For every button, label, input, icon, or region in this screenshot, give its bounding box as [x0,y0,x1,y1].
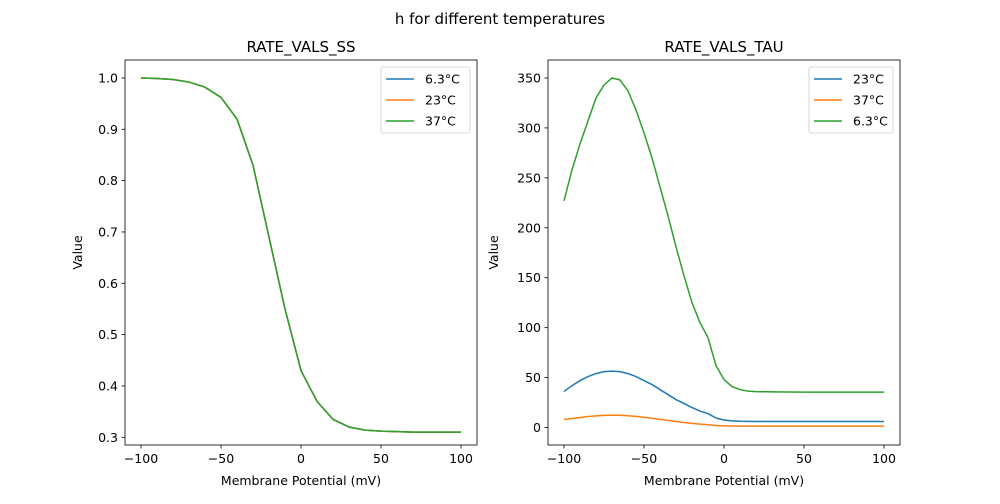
subplot-title: RATE_VALS_SS [246,38,355,57]
y-tick-label: 1.0 [98,70,118,85]
y-tick-label: 0.6 [98,276,118,291]
y-axis-label: Value [486,235,501,270]
y-tick-label: 150 [517,270,541,285]
y-tick-label: 200 [517,220,541,235]
legend-label: 23°C [853,72,884,87]
y-tick-label: 50 [525,370,541,385]
y-tick-label: 350 [517,70,541,85]
legend-label: 37°C [425,114,456,129]
y-tick-label: 0.7 [98,224,118,239]
y-tick-label: 100 [517,320,541,335]
subplot-title: RATE_VALS_TAU [664,38,783,57]
legend-box [380,66,471,134]
y-tick-label: 300 [517,120,541,135]
x-tick-label: −50 [208,451,234,466]
x-axis-label: Membrane Potential (mV) [221,473,381,488]
y-tick-label: 0.8 [98,173,118,188]
y-axis-label: Value [70,235,85,270]
x-axis-label: Membrane Potential (mV) [644,473,804,488]
y-tick-label: 0.9 [98,122,118,137]
subplot-rate-vals-ss: −100 −50 0 50 100 0.3 0.4 0.5 0.6 0.7 0.8 0.9 1.0 RAT… [70,38,478,488]
x-tick-label: 100 [872,451,896,466]
x-tick-label: 0 [720,451,728,466]
y-tick-label: 0 [533,420,541,435]
x-tick-label: 50 [796,451,812,466]
y-tick-label: 0.4 [98,378,118,393]
x-tick-label: 50 [373,451,389,466]
legend-box [808,66,894,134]
x-tick-label: 100 [449,451,473,466]
x-tick-label: −100 [547,451,581,466]
x-tick-label: −100 [124,451,158,466]
subplot-rate-vals-tau: −100 −50 0 50 100 0 50 100 150 200 250 300 350 RATE_V… [486,38,901,488]
x-tick-label: 0 [297,451,305,466]
y-tick-label: 250 [517,170,541,185]
legend-label: 37°C [853,93,884,108]
legend-label: 6.3°C [853,114,888,129]
x-tick-label: −50 [631,451,657,466]
series-line-1 [563,414,884,427]
series-line-2 [563,77,884,393]
legend-label: 6.3°C [425,72,460,87]
legend-label: 23°C [425,93,456,108]
figure-title: h for different temperatures [395,10,605,28]
legend: 6.3°C 23°C 37°C [380,66,471,134]
legend: 23°C 37°C 6.3°C [808,66,894,134]
y-tick-label: 0.3 [98,430,118,445]
series-line-2 [140,77,461,433]
y-tick-label: 0.5 [98,327,118,342]
series-line-0 [563,370,884,423]
